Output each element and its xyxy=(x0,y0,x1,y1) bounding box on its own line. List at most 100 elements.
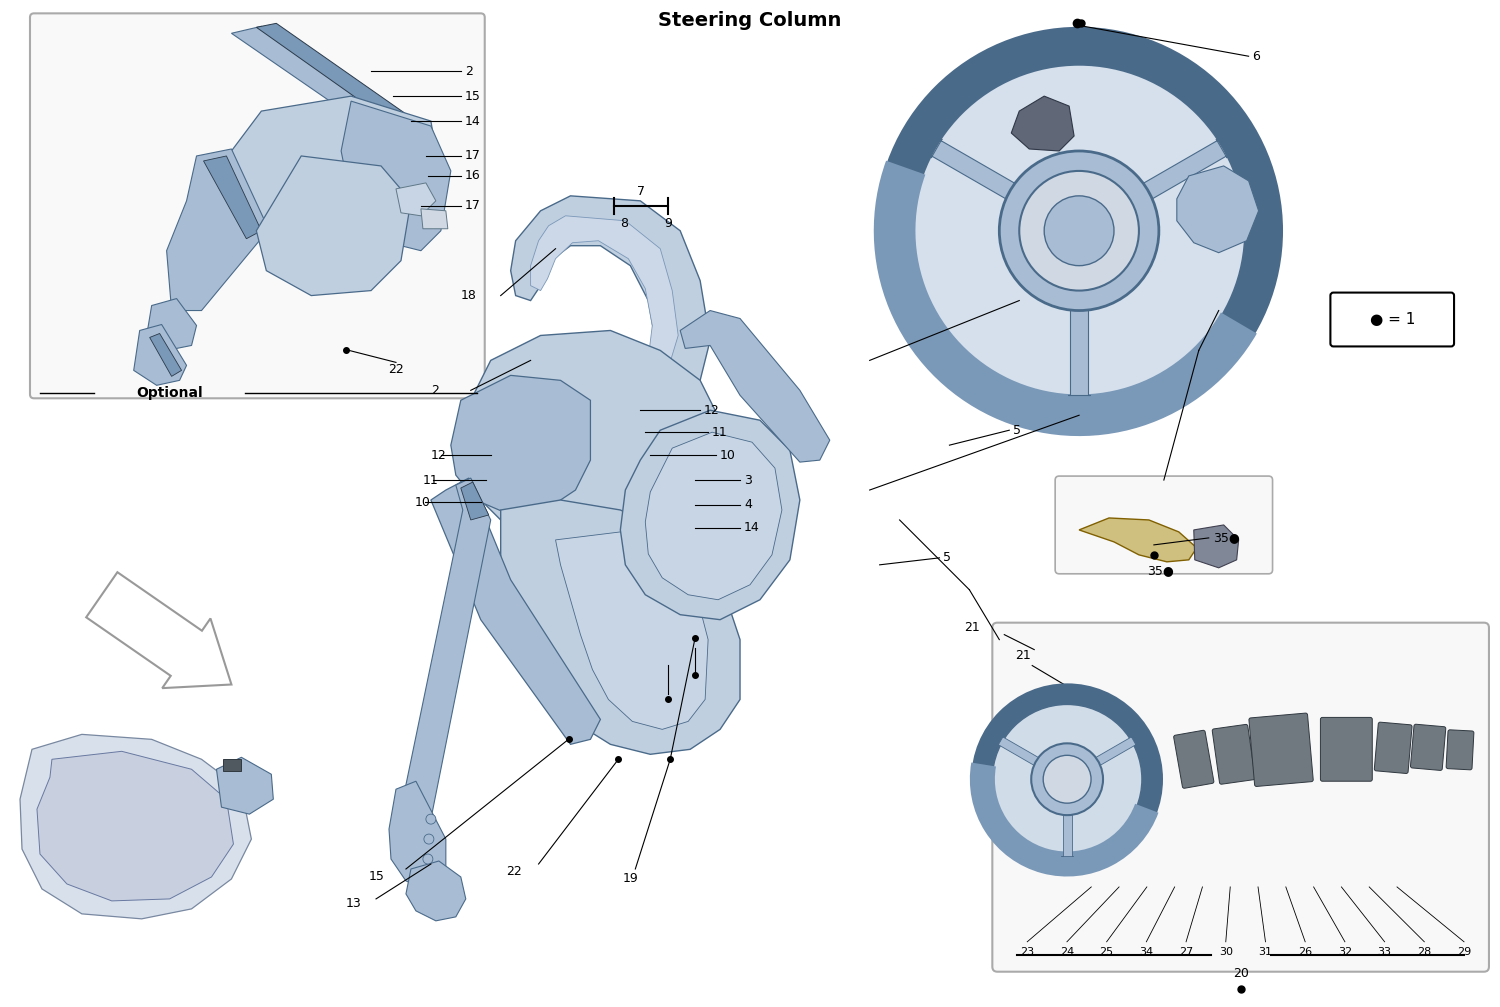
Text: 32: 32 xyxy=(1338,947,1352,957)
Text: 25: 25 xyxy=(1100,947,1113,957)
Text: 12: 12 xyxy=(704,404,720,417)
Text: 24: 24 xyxy=(1060,947,1074,957)
Circle shape xyxy=(423,854,433,864)
Text: 7: 7 xyxy=(638,185,645,198)
Polygon shape xyxy=(216,757,273,814)
FancyArrow shape xyxy=(1080,736,1137,774)
Polygon shape xyxy=(1078,518,1197,562)
FancyBboxPatch shape xyxy=(1446,730,1474,769)
Circle shape xyxy=(424,834,433,844)
Circle shape xyxy=(426,814,436,824)
Text: Steering Column: Steering Column xyxy=(658,11,842,30)
Polygon shape xyxy=(1194,525,1239,568)
Polygon shape xyxy=(1178,166,1258,253)
Text: 2: 2 xyxy=(430,384,439,397)
Circle shape xyxy=(906,58,1251,403)
Polygon shape xyxy=(166,149,270,310)
Polygon shape xyxy=(38,751,234,901)
Text: 23: 23 xyxy=(1020,947,1035,957)
FancyBboxPatch shape xyxy=(1410,724,1446,770)
Polygon shape xyxy=(645,432,782,600)
Polygon shape xyxy=(406,861,466,920)
Polygon shape xyxy=(20,734,252,918)
Text: 4: 4 xyxy=(744,498,752,512)
Text: ● = 1: ● = 1 xyxy=(1370,312,1414,327)
Circle shape xyxy=(999,151,1160,310)
FancyBboxPatch shape xyxy=(30,13,484,399)
Polygon shape xyxy=(231,26,396,126)
Text: 29: 29 xyxy=(1456,947,1472,957)
Polygon shape xyxy=(680,310,830,462)
Text: 26: 26 xyxy=(1298,947,1312,957)
FancyArrow shape xyxy=(1060,798,1072,856)
Text: 20: 20 xyxy=(1233,967,1248,980)
Polygon shape xyxy=(404,478,490,819)
Polygon shape xyxy=(460,330,720,560)
Text: 9: 9 xyxy=(664,218,672,231)
Circle shape xyxy=(1030,743,1102,815)
Text: 27: 27 xyxy=(1179,947,1192,957)
Bar xyxy=(224,759,242,771)
Text: 6: 6 xyxy=(1252,49,1260,62)
Text: 19: 19 xyxy=(622,872,638,885)
Text: 18: 18 xyxy=(460,289,477,302)
Polygon shape xyxy=(422,208,448,229)
Text: 5: 5 xyxy=(944,552,951,564)
Polygon shape xyxy=(231,96,441,241)
Polygon shape xyxy=(147,298,196,350)
Polygon shape xyxy=(204,156,261,239)
Text: 22: 22 xyxy=(506,865,522,878)
Text: 35●: 35● xyxy=(1148,564,1174,577)
FancyBboxPatch shape xyxy=(1250,713,1312,786)
Polygon shape xyxy=(1011,96,1074,151)
Text: 22: 22 xyxy=(388,363,404,376)
Circle shape xyxy=(982,695,1152,864)
Polygon shape xyxy=(555,532,708,729)
Text: 35●: 35● xyxy=(1212,532,1239,545)
Circle shape xyxy=(1020,171,1138,291)
Text: 31: 31 xyxy=(1258,947,1272,957)
Text: 34: 34 xyxy=(1140,947,1154,957)
Text: 16: 16 xyxy=(465,169,480,182)
Text: 10: 10 xyxy=(416,495,430,509)
FancyArrow shape xyxy=(932,139,1048,219)
Text: Optional: Optional xyxy=(136,387,202,401)
Polygon shape xyxy=(256,23,410,121)
Circle shape xyxy=(993,705,1142,854)
FancyArrow shape xyxy=(998,736,1054,774)
Circle shape xyxy=(894,46,1263,415)
Text: 13: 13 xyxy=(346,897,362,910)
FancyArrow shape xyxy=(1068,271,1090,396)
Polygon shape xyxy=(396,183,436,215)
Text: 14: 14 xyxy=(744,522,760,535)
Polygon shape xyxy=(501,500,740,754)
FancyBboxPatch shape xyxy=(1374,722,1411,773)
Text: 28: 28 xyxy=(1418,947,1431,957)
Text: 17: 17 xyxy=(465,149,480,162)
Polygon shape xyxy=(340,101,452,251)
Text: 3: 3 xyxy=(744,473,752,486)
Text: 14: 14 xyxy=(465,115,480,128)
Text: 12: 12 xyxy=(430,449,447,461)
Text: 10: 10 xyxy=(720,449,736,461)
Polygon shape xyxy=(430,478,600,744)
Text: 11: 11 xyxy=(423,473,438,486)
FancyBboxPatch shape xyxy=(1320,717,1372,781)
Text: 30: 30 xyxy=(1220,947,1233,957)
FancyBboxPatch shape xyxy=(1330,293,1454,346)
Text: 21: 21 xyxy=(964,621,980,634)
Polygon shape xyxy=(150,333,182,377)
FancyBboxPatch shape xyxy=(993,622,1490,972)
FancyArrow shape xyxy=(1108,139,1227,219)
Text: 5: 5 xyxy=(1014,424,1022,437)
Polygon shape xyxy=(452,376,591,515)
FancyArrow shape xyxy=(86,572,231,688)
Circle shape xyxy=(1044,195,1114,266)
Text: 15: 15 xyxy=(369,870,386,883)
Polygon shape xyxy=(460,482,489,520)
FancyBboxPatch shape xyxy=(1054,476,1272,574)
Text: 21: 21 xyxy=(1016,650,1031,662)
FancyBboxPatch shape xyxy=(1212,724,1255,784)
Text: 11: 11 xyxy=(712,426,728,439)
Polygon shape xyxy=(621,410,800,619)
